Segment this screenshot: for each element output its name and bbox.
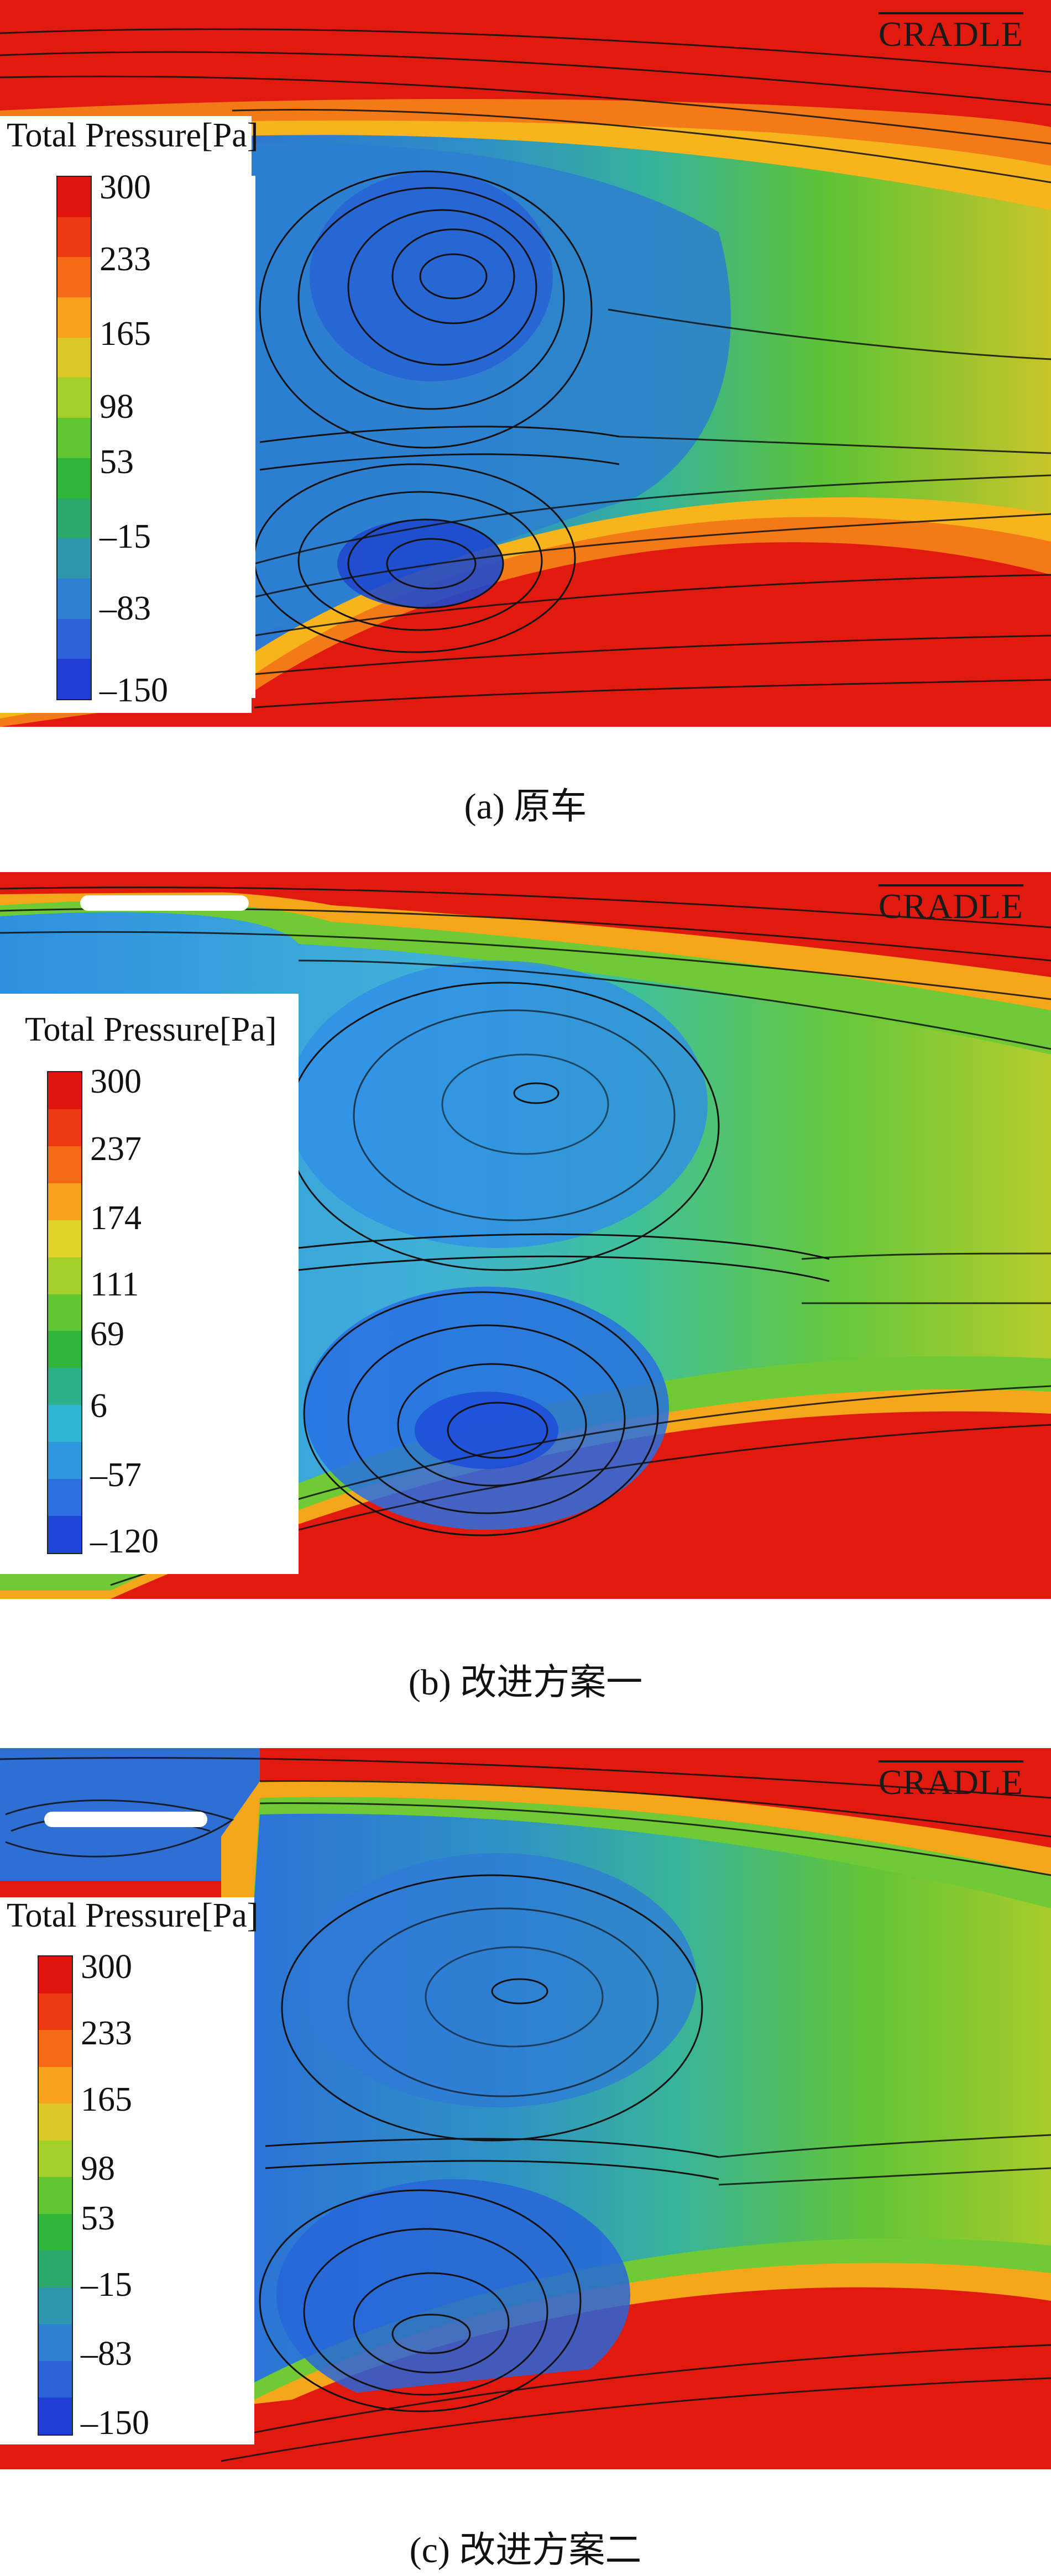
colorbar-swatch <box>56 176 92 700</box>
tick-label: 98 <box>100 388 134 426</box>
legend-title: Total Pressure[Pa] <box>25 1011 277 1048</box>
tick-label: –15 <box>81 2266 132 2304</box>
tick-label: –57 <box>90 1456 142 1494</box>
tick-label: 233 <box>81 2014 132 2052</box>
tick-label: 53 <box>81 2200 115 2237</box>
colorbar-swatch <box>38 1955 73 2436</box>
tick-label: –120 <box>90 1523 159 1560</box>
tick-label: 69 <box>90 1315 124 1353</box>
pressure-field-a <box>0 0 1051 727</box>
tick-label: 53 <box>100 443 134 481</box>
tick-label: –150 <box>81 2404 149 2442</box>
tick-label: 6 <box>90 1387 107 1425</box>
tick-label: 98 <box>81 2150 115 2187</box>
caption-c: (c) 改进方案二 <box>409 2530 642 2570</box>
colorbar-a: 300 233 165 98 53 –15 –83 –150 <box>56 170 255 707</box>
colorbar-c: 300 233 165 98 53 –15 –83 –150 <box>38 1950 248 2440</box>
tick-label: 111 <box>90 1266 139 1303</box>
panel-b: CRADLE Total Pressure[Pa] 300 237 174 11… <box>0 872 1051 1599</box>
colorbar-b: 300 237 174 111 69 6 –57 –120 <box>47 1064 246 1559</box>
watermark-label: CRADLE <box>879 884 1023 925</box>
caption-a: (a) 原车 <box>464 786 587 827</box>
colorbar-swatch <box>47 1071 82 1554</box>
tick-label: –83 <box>81 2335 132 2373</box>
tick-label: 233 <box>100 240 151 278</box>
tick-label: –15 <box>100 518 151 555</box>
tick-label: 165 <box>81 2081 132 2118</box>
tick-label: –83 <box>100 590 151 627</box>
watermark-label: CRADLE <box>879 1760 1023 1801</box>
tick-label: 237 <box>90 1130 142 1168</box>
panel-c: CRADLE Total Pressure[Pa] 300 233 165 98… <box>0 1748 1051 2469</box>
tick-label: 165 <box>100 315 151 353</box>
tick-label: 174 <box>90 1199 142 1237</box>
tick-label: –150 <box>100 671 168 709</box>
tick-label: 300 <box>81 1948 132 1986</box>
legend-title: Total Pressure[Pa] <box>7 1897 259 1934</box>
caption-b: (b) 改进方案一 <box>408 1662 643 1703</box>
tick-label: 300 <box>90 1063 142 1100</box>
spoiler-plate <box>44 1812 207 1827</box>
tick-label: 300 <box>100 169 151 206</box>
spoiler-plate <box>80 895 249 911</box>
legend-title: Total Pressure[Pa] <box>7 117 259 154</box>
panel-a: CRADLE Total Pressure[Pa] 300 233 165 98… <box>0 0 1051 727</box>
watermark-label: CRADLE <box>879 12 1023 53</box>
